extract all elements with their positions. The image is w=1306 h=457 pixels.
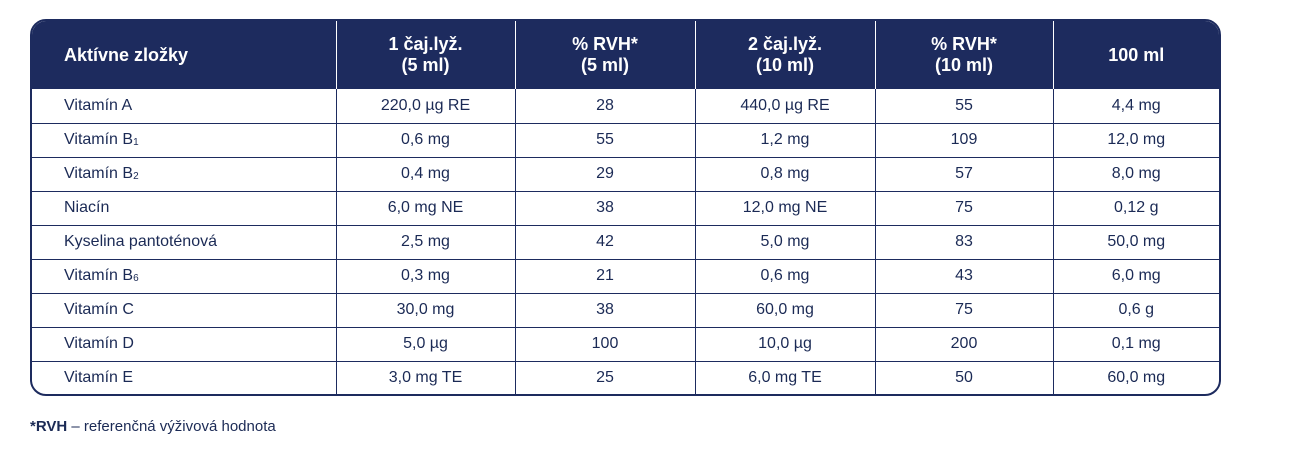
ingredient-name-cell: Kyselina pantoténová [32,224,336,259]
value-cell: 0,6 mg [694,258,875,293]
ingredient-subscript: 1 [133,137,139,148]
ingredient-name: Kyselina pantoténová [64,233,217,250]
value-cell: 57 [874,156,1053,191]
value-cell: 0,8 mg [694,156,875,191]
ingredient-name-cell: Vitamín A [32,89,336,123]
value-cell: 55 [874,89,1053,123]
value-cell: 200 [874,326,1053,361]
value-cell: 0,6 g [1052,292,1219,327]
ingredient-subscript: 6 [133,273,139,284]
ingredient-name-cell: Vitamín E [32,360,336,394]
value-cell: 5,0 µg [335,326,515,361]
value-cell: 50,0 mg [1052,224,1219,259]
table-row: Vitamín B1 0,6 mg 55 1,2 mg 109 12,0 mg [32,122,1219,157]
value-cell: 0,1 mg [1052,326,1219,361]
ingredient-name-cell: Vitamín C [32,292,336,327]
value-cell: 0,12 g [1052,190,1219,225]
ingredient-name-cell: Niacín [32,190,336,225]
value-cell: 1,2 mg [694,122,875,157]
table-header: Aktívne zložky 1 čaj.lyž. (5 ml)% RVH* (5 m… [32,21,1219,89]
table-row: Vitamín B2 0,4 mg 29 0,8 mg 57 8,0 mg [32,156,1219,191]
column-header-0: Aktívne zložky [32,21,336,89]
ingredient-name: Vitamín D [64,335,134,352]
table-row: Vitamín A 220,0 µg RE 28 440,0 µg RE 55 4,4 m… [32,89,1219,123]
column-header-line: Aktívne zložky [64,44,189,65]
value-cell: 38 [514,190,695,225]
value-cell: 28 [514,89,695,123]
value-cell: 83 [874,224,1053,259]
value-cell: 8,0 mg [1052,156,1219,191]
ingredient-name: Niacín [64,199,110,216]
value-cell: 42 [514,224,695,259]
table-row: Niacín 6,0 mg NE 38 12,0 mg NE 75 0,12 g [32,190,1219,225]
value-cell: 440,0 µg RE [694,89,875,123]
value-cell: 21 [514,258,695,293]
column-header-line: (5 ml) [580,55,629,75]
table-row: Vitamín E 3,0 mg TE 25 6,0 mg TE 50 60,0 mg [32,360,1219,394]
column-header-1: 1 čaj.lyž. (5 ml) [335,21,515,89]
table-body: Vitamín A 220,0 µg RE 28 440,0 µg RE 55 4,4 m… [32,89,1219,394]
value-cell: 3,0 mg TE [335,360,515,394]
value-cell: 43 [874,258,1053,293]
ingredient-name-cell: Vitamín B2 [32,156,336,191]
column-header-3: 2 čaj.lyž. (10 ml) [694,21,875,89]
value-cell: 60,0 mg [1052,360,1219,394]
value-cell: 4,4 mg [1052,89,1219,123]
ingredient-name: Vitamín B [64,131,134,148]
value-cell: 220,0 µg RE [335,89,515,123]
table-row: Vitamín C 30,0 mg 38 60,0 mg 75 0,6 g [32,292,1219,327]
ingredient-name-cell: Vitamín B1 [32,122,336,157]
ingredient-name: Vitamín C [64,301,134,318]
value-cell: 5,0 mg [694,224,875,259]
table-row: Vitamín B6 0,3 mg 21 0,6 mg 43 6,0 mg [32,258,1219,293]
column-header-line: (5 ml) [401,55,450,75]
table-row: Vitamín D 5,0 µg 100 10,0 µg 200 0,1 mg [32,326,1219,361]
column-header-line: 2 čaj.lyž. [747,34,823,54]
ingredient-name-cell: Vitamín B6 [32,258,336,293]
footnote: *RVH – referenčná výživová hodnota [30,418,276,435]
value-cell: 6,0 mg [1052,258,1219,293]
value-cell: 50 [874,360,1053,394]
value-cell: 10,0 µg [694,326,875,361]
column-header-line: 1 čaj.lyž. [388,34,463,54]
value-cell: 100 [514,326,695,361]
column-header-line: 100 ml [1108,44,1165,65]
column-header-line: (10 ml) [755,55,815,75]
column-header-line: % RVH* [931,34,997,54]
value-cell: 25 [514,360,695,394]
value-cell: 38 [514,292,695,327]
nutrition-table: Aktívne zložky 1 čaj.lyž. (5 ml)% RVH* (5 m… [32,21,1219,394]
table-row: Kyselina pantoténová 2,5 mg 42 5,0 mg 83 50,0… [32,224,1219,259]
value-cell: 12,0 mg [1052,122,1219,157]
column-header-line: % RVH* [572,34,638,54]
value-cell: 12,0 mg NE [694,190,875,225]
header-row: Aktívne zložky 1 čaj.lyž. (5 ml)% RVH* (5 m… [32,21,1219,89]
value-cell: 0,3 mg [335,258,515,293]
value-cell: 30,0 mg [335,292,515,327]
column-header-4: % RVH* (10 ml) [874,21,1053,89]
value-cell: 60,0 mg [694,292,875,327]
value-cell: 6,0 mg NE [335,190,515,225]
ingredient-name: Vitamín B [64,267,134,284]
value-cell: 0,6 mg [335,122,515,157]
ingredient-name: Vitamín A [64,96,133,114]
column-header-line: (10 ml) [934,55,994,75]
ingredient-name: Vitamín B [64,165,134,182]
value-cell: 29 [514,156,695,191]
value-cell: 55 [514,122,695,157]
value-cell: 0,4 mg [335,156,515,191]
footnote-term: *RVH [30,418,68,435]
value-cell: 109 [874,122,1053,157]
footnote-text: – referenčná výživová hodnota [67,418,276,435]
value-cell: 75 [874,292,1053,327]
value-cell: 2,5 mg [335,224,515,259]
ingredient-name: Vitamín E [64,369,134,387]
column-header-5: 100 ml [1052,21,1219,89]
ingredient-name-cell: Vitamín D [32,326,336,361]
nutrition-table-container: Aktívne zložky 1 čaj.lyž. (5 ml)% RVH* (5 m… [30,19,1221,396]
column-header-2: % RVH* (5 ml) [514,21,695,89]
ingredient-subscript: 2 [133,171,139,182]
value-cell: 6,0 mg TE [694,360,875,394]
value-cell: 75 [874,190,1053,225]
